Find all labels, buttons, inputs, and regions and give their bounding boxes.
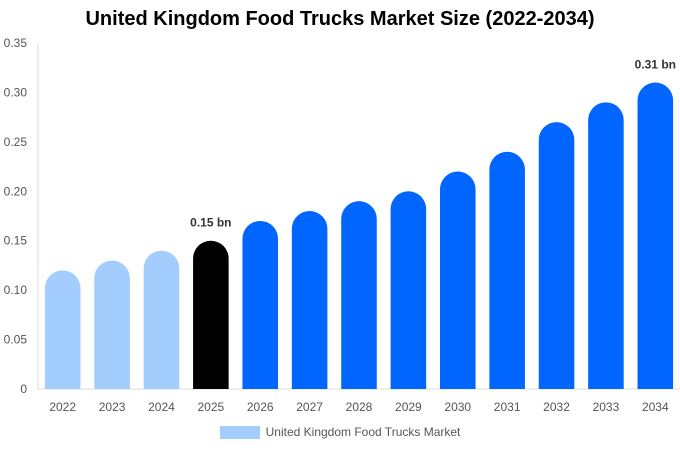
x-tick-label: 2023 [99, 400, 126, 414]
bar-2034 [637, 82, 674, 389]
bar-2027 [291, 211, 328, 389]
x-tick-label: 2034 [642, 400, 669, 414]
x-tick-label: 2031 [494, 400, 521, 414]
bar-2031 [489, 151, 525, 389]
y-tick-label: 0.10 [4, 283, 28, 297]
y-tick-label: 0.35 [4, 36, 28, 50]
x-tick-label: 2025 [197, 400, 224, 414]
bar-2024 [143, 250, 180, 389]
bar-2026 [242, 220, 279, 389]
y-tick-label: 0.30 [4, 85, 28, 99]
bar-2032 [538, 122, 575, 389]
x-tick-label: 2033 [593, 400, 620, 414]
x-tick-label: 2028 [346, 400, 373, 414]
x-tick-label: 2024 [148, 400, 175, 414]
legend: United Kingdom Food Trucks Market [0, 425, 680, 439]
y-tick-label: 0.05 [4, 333, 28, 347]
x-tick-label: 2032 [543, 400, 570, 414]
bar-2022 [44, 270, 81, 389]
bar-2030 [439, 171, 476, 389]
data-label-2034: 0.31 bn [635, 58, 676, 72]
bar-2033 [588, 102, 624, 390]
y-tick-label: 0.20 [4, 184, 28, 198]
x-tick-label: 2029 [395, 400, 422, 414]
bar-2029 [390, 191, 427, 389]
y-tick-label: 0.15 [4, 234, 28, 248]
y-tick-label: 0 [20, 382, 27, 396]
chart-title: United Kingdom Food Trucks Market Size (… [85, 8, 595, 30]
legend-swatch [219, 425, 260, 439]
bar-2028 [341, 201, 377, 389]
legend-label: United Kingdom Food Trucks Market [265, 425, 461, 439]
data-label-2025: 0.15 bn [190, 216, 231, 230]
x-tick-label: 2027 [296, 400, 323, 414]
x-tick-label: 2022 [49, 400, 76, 414]
bar-2025 [193, 240, 229, 389]
bar-2023 [94, 260, 130, 389]
x-tick-label: 2026 [247, 400, 274, 414]
x-tick-label: 2030 [444, 400, 471, 414]
y-tick-label: 0.25 [4, 135, 28, 149]
